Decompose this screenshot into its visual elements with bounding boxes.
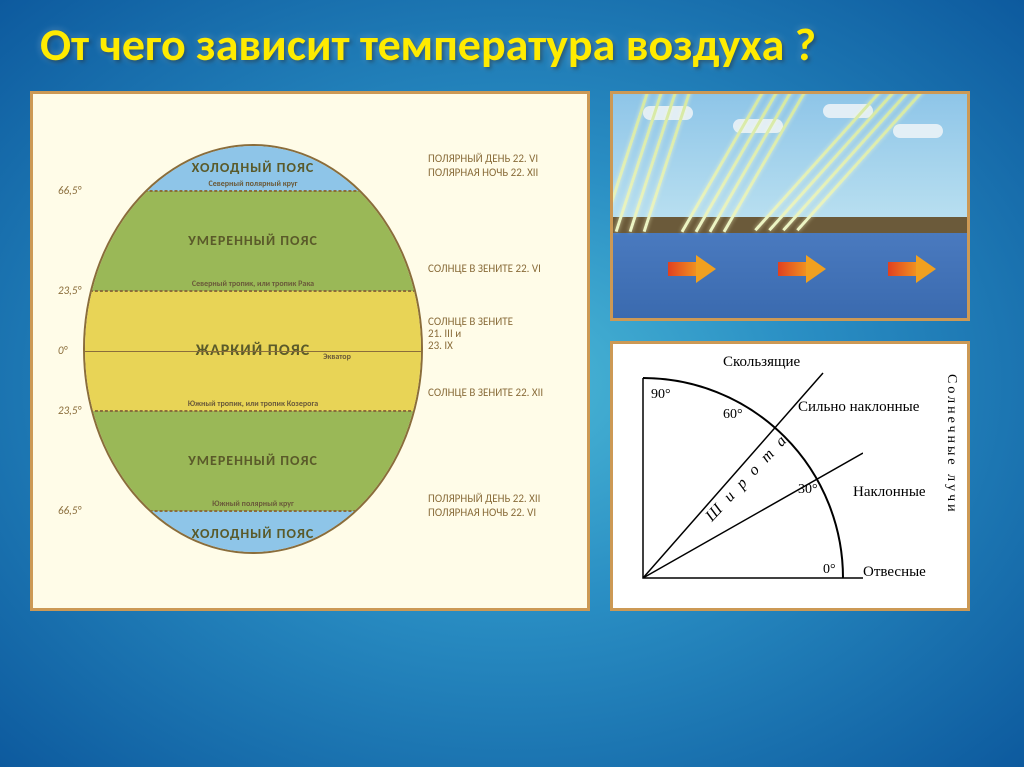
globe: ХОЛОДНЫЙ ПОЯС Северный полярный круг УМЕ… <box>83 144 423 554</box>
right-column: 90° 60° 30° 0° Скользящие Сильно наклонн… <box>610 91 970 611</box>
polar-day-n-label: ПОЛЯРНЫЙ ДЕНЬ 22. VI <box>428 152 538 165</box>
lat-label: 23,5° <box>58 404 81 417</box>
zone-temperate-south: УМЕРЕННЫЙ ПОЯС Южный полярный круг <box>85 411 421 511</box>
svg-text:0°: 0° <box>823 562 836 577</box>
ray-type-label: Сильно наклонные <box>798 399 919 416</box>
svg-text:30°: 30° <box>798 482 818 497</box>
sun-rays-panel <box>610 91 970 321</box>
cloud-icon <box>893 124 943 138</box>
heat-arrow-icon <box>668 255 718 283</box>
polar-night-s-label: ПОЛЯРНАЯ НОЧЬ 22. VI <box>428 506 536 519</box>
zone-cold-north: ХОЛОДНЫЙ ПОЯС Северный полярный круг <box>85 146 421 191</box>
zenith-n-label: СОЛНЦЕ В ЗЕНИТЕ 22. VI <box>428 262 541 275</box>
polar-night-n-label: ПОЛЯРНАЯ НОЧЬ 22. XII <box>428 166 538 179</box>
svg-text:90°: 90° <box>651 387 671 402</box>
globe-panel: ХОЛОДНЫЙ ПОЯС Северный полярный круг УМЕ… <box>30 91 590 611</box>
lat-label: 0° <box>58 344 67 357</box>
lat-label: 23,5° <box>58 284 81 297</box>
content-area: ХОЛОДНЫЙ ПОЯС Северный полярный круг УМЕ… <box>0 81 1024 621</box>
zone-label-cold-n: ХОЛОДНЫЙ ПОЯС <box>192 159 315 176</box>
zenith-s-label: СОЛНЦЕ В ЗЕНИТЕ 22. XII <box>428 386 543 399</box>
zone-cold-south: ХОЛОДНЫЙ ПОЯС <box>85 511 421 554</box>
tropic-s-label: Южный тропик, или тропик Козерога <box>188 399 318 409</box>
page-title: От чего зависит температура воздуха ? <box>0 0 1024 81</box>
equator-line <box>85 351 421 352</box>
zenith-eq-label: СОЛНЦЕ В ЗЕНИТЕ21. III и23. IX <box>428 316 513 352</box>
lat-label: 66,5° <box>58 504 81 517</box>
ray-type-label: Отвесные <box>863 564 926 581</box>
svg-text:60°: 60° <box>723 407 743 422</box>
ray-type-label: Наклонные <box>853 484 926 501</box>
tropic-n-label: Северный тропик, или тропик Рака <box>192 279 314 289</box>
equator-label: Экватор <box>323 352 351 362</box>
heat-arrow-icon <box>888 255 938 283</box>
zone-temperate-north: УМЕРЕННЫЙ ПОЯС Северный тропик, или троп… <box>85 191 421 291</box>
heat-arrow-icon <box>778 255 828 283</box>
angle-diagram-panel: 90° 60° 30° 0° Скользящие Сильно наклонн… <box>610 341 970 611</box>
globe-container: ХОЛОДНЫЙ ПОЯС Северный полярный круг УМЕ… <box>73 124 453 574</box>
polar-day-s-label: ПОЛЯРНЫЙ ДЕНЬ 22. XII <box>428 492 540 505</box>
zone-label-temp-s: УМЕРЕННЫЙ ПОЯС <box>188 452 318 469</box>
zone-label-cold-s: ХОЛОДНЫЙ ПОЯС <box>192 525 315 542</box>
arctic-circle-label: Северный полярный круг <box>208 179 297 189</box>
zone-label-temp-n: УМЕРЕННЫЙ ПОЯС <box>188 232 318 249</box>
antarctic-circle-label: Южный полярный круг <box>212 499 294 509</box>
ray-type-label: Скользящие <box>723 354 800 371</box>
vertical-axis-label: Солнечные лучи <box>943 374 959 515</box>
lat-label: 66,5° <box>58 184 81 197</box>
